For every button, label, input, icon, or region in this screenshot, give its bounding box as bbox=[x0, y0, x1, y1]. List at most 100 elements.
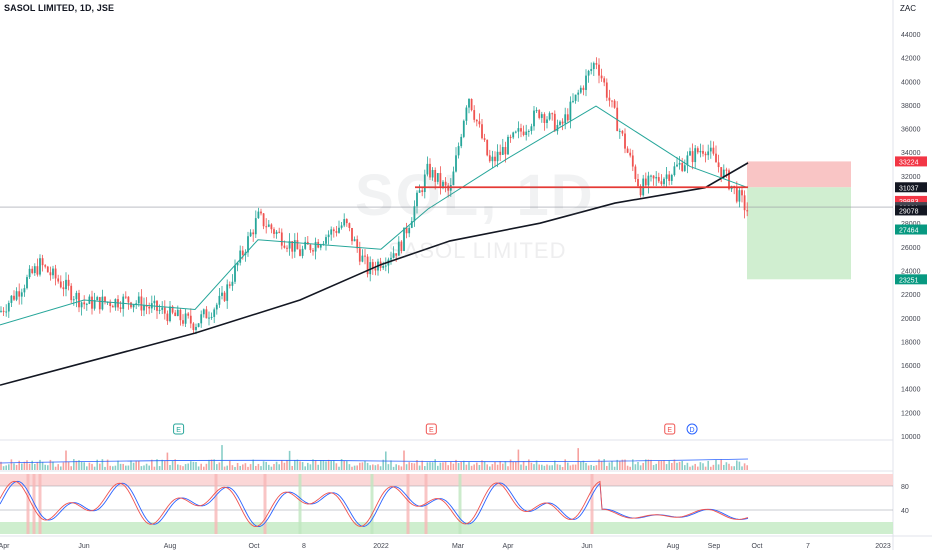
y-tick-label: 14000 bbox=[901, 387, 921, 394]
candle-body bbox=[293, 240, 296, 252]
volume-bar bbox=[379, 466, 382, 470]
candle-body bbox=[46, 266, 49, 273]
candle-body bbox=[527, 130, 530, 132]
candle-body bbox=[577, 92, 580, 95]
volume-bar bbox=[733, 466, 735, 470]
candle-body bbox=[18, 291, 21, 297]
candle-body bbox=[556, 124, 559, 132]
candle-body bbox=[423, 174, 426, 193]
volume-bar bbox=[374, 465, 377, 470]
candle-body bbox=[494, 156, 496, 162]
volume-bar bbox=[411, 462, 413, 470]
candle-body bbox=[712, 147, 715, 154]
volume-bar bbox=[626, 465, 629, 470]
candle-body bbox=[96, 297, 99, 301]
volume-bar bbox=[741, 466, 743, 470]
volume-average-line bbox=[0, 458, 749, 464]
price-label-tag bbox=[895, 195, 927, 206]
volume-bar bbox=[668, 460, 670, 470]
candle-body bbox=[455, 155, 457, 172]
x-tick-label: Oct bbox=[752, 543, 763, 550]
candle-body bbox=[525, 131, 528, 136]
take-profit-zone bbox=[747, 187, 851, 280]
y-tick-label: 18000 bbox=[901, 339, 921, 346]
x-tick-label: 2022 bbox=[373, 543, 389, 550]
volume-bar bbox=[442, 462, 444, 470]
volume-bar bbox=[647, 459, 650, 470]
volume-bar bbox=[525, 465, 527, 470]
volume-bar bbox=[200, 463, 202, 470]
volume-bar bbox=[392, 466, 395, 470]
candle-body bbox=[153, 300, 156, 304]
volume-bar bbox=[2, 466, 5, 470]
volume-bar bbox=[216, 464, 218, 470]
volume-bar bbox=[559, 464, 561, 470]
candle-body bbox=[572, 100, 574, 102]
candle-body bbox=[59, 281, 62, 288]
candle-body bbox=[569, 101, 572, 121]
volume-bar bbox=[327, 459, 330, 470]
volume-bar bbox=[270, 466, 273, 470]
candle-body bbox=[270, 224, 273, 230]
candle-body bbox=[364, 255, 366, 257]
candle-body bbox=[23, 288, 26, 293]
candle-body bbox=[226, 284, 229, 301]
volume-bar bbox=[595, 465, 598, 470]
candle-body bbox=[470, 98, 473, 111]
volume-bar bbox=[512, 461, 514, 470]
y-tick-label: 26000 bbox=[901, 245, 921, 252]
price-label-text: 29078 bbox=[899, 208, 919, 215]
candle-body bbox=[392, 253, 395, 258]
candle-body bbox=[483, 138, 486, 140]
y-tick-label: 24000 bbox=[901, 268, 921, 275]
candle-body bbox=[340, 225, 343, 228]
candle-body bbox=[85, 303, 88, 305]
volume-bar bbox=[720, 459, 722, 470]
candle-body bbox=[681, 162, 684, 171]
volume-bar bbox=[34, 464, 36, 470]
volume-bar bbox=[177, 464, 179, 470]
volume-bar bbox=[242, 464, 244, 470]
candle-body bbox=[410, 221, 413, 228]
volume-bar bbox=[408, 462, 410, 470]
candle-body bbox=[405, 227, 408, 234]
candle-body bbox=[722, 169, 725, 178]
candle-body bbox=[520, 128, 522, 132]
candle-body bbox=[197, 323, 200, 327]
volume-bar bbox=[346, 461, 348, 470]
event-marker-letter: E bbox=[667, 427, 672, 434]
candle-body bbox=[561, 121, 564, 124]
volume-bar bbox=[343, 460, 345, 470]
candle-body bbox=[686, 155, 689, 166]
candle-body bbox=[637, 179, 639, 187]
candle-body bbox=[644, 178, 647, 186]
slow-moving-average-line bbox=[0, 162, 749, 386]
volume-bar bbox=[551, 465, 553, 470]
candle-body bbox=[2, 310, 5, 312]
candle-body bbox=[452, 171, 455, 186]
candle-body bbox=[371, 262, 374, 269]
volume-bar bbox=[398, 465, 400, 470]
volume-bar bbox=[528, 459, 530, 470]
volume-bar bbox=[5, 465, 7, 470]
volume-bar bbox=[697, 466, 699, 470]
price-label-tag bbox=[895, 224, 927, 235]
candle-body bbox=[592, 63, 595, 70]
volume-bar bbox=[522, 461, 525, 470]
candle-body bbox=[80, 302, 83, 308]
earnings-marker bbox=[425, 423, 437, 435]
volume-bar bbox=[515, 461, 517, 470]
volume-bar bbox=[333, 460, 335, 470]
stoch-d-line bbox=[0, 480, 749, 528]
volume-bar bbox=[96, 459, 98, 470]
candle-body bbox=[210, 316, 213, 318]
x-tick-label: Mar bbox=[452, 543, 465, 550]
candle-body bbox=[192, 323, 195, 330]
volume-bar bbox=[561, 466, 564, 470]
volume-bar bbox=[114, 465, 117, 470]
y-tick-label: 38000 bbox=[901, 103, 921, 110]
candle-body bbox=[15, 291, 18, 300]
volume-bar bbox=[57, 464, 59, 470]
